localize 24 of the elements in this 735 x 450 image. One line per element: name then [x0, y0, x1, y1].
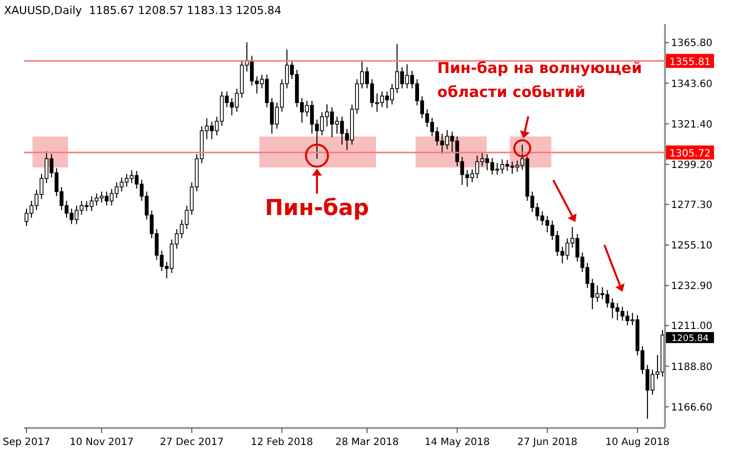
x-tick-label: 28 Mar 2018 [335, 437, 399, 448]
y-tick-label: 1166.60 [671, 402, 712, 414]
x-tick-label: 27 Dec 2017 [160, 437, 224, 448]
annotation: Пин-бар на волнующей области событий [437, 58, 642, 103]
chart-title: XAUUSD,Daily 1185.67 1208.57 1183.13 1205.84 [4, 4, 282, 17]
annotation: Пин-бар [264, 196, 370, 221]
x-tick-label: 10 Aug 2018 [605, 437, 670, 448]
y-tick-label: 1211.00 [671, 321, 712, 332]
y-tick-label: 1343.60 [671, 78, 712, 90]
x-tick-label: 10 Nov 2017 [70, 437, 134, 448]
y-tick-label: 1277.30 [671, 200, 712, 211]
x-tick-label: 12 Feb 2018 [250, 437, 314, 448]
y-tick-label: 1365.80 [671, 38, 712, 50]
x-tick-label: Sep 2017 [2, 437, 50, 448]
y-tick-label: 1321.40 [671, 119, 712, 130]
y-tick-label: 1299.20 [671, 160, 712, 171]
y-tick-label: 1188.80 [671, 362, 712, 373]
y-tick-label: 1255.10 [671, 240, 712, 252]
x-tick-label: 27 Jun 2018 [517, 437, 578, 448]
ref-line-label: 1355.81 [669, 56, 711, 68]
text: 1205.84 [671, 334, 709, 344]
y-tick-label: 1232.90 [671, 281, 712, 292]
ref-line-label: 1305.72 [669, 148, 711, 160]
x-tick-label: 14 May 2018 [424, 437, 490, 448]
